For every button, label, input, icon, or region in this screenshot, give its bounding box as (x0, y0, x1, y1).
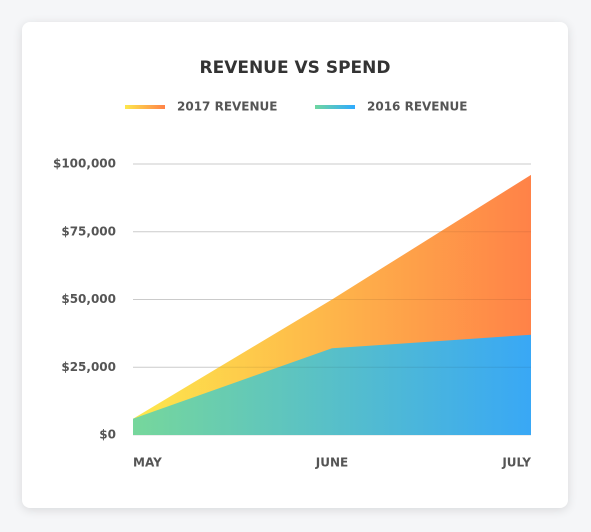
area (133, 334, 531, 435)
y-tick-label: $50,000 (61, 292, 116, 306)
x-tick-label: MAY (133, 456, 162, 470)
legend-label: 2016 REVENUE (367, 100, 467, 114)
y-tick-label: $75,000 (61, 224, 116, 238)
y-tick-label: $25,000 (61, 360, 116, 374)
x-tick-label: JUNE (315, 456, 348, 470)
x-tick-label: JULY (501, 456, 531, 470)
y-tick-label: $100,000 (53, 157, 116, 171)
chart-title: REVENUE VS SPEND (199, 58, 390, 78)
y-tick-label: $0 (99, 428, 116, 442)
legend-swatch (315, 105, 355, 109)
legend-swatch (125, 105, 165, 109)
legend-label: 2017 REVENUE (177, 100, 277, 114)
